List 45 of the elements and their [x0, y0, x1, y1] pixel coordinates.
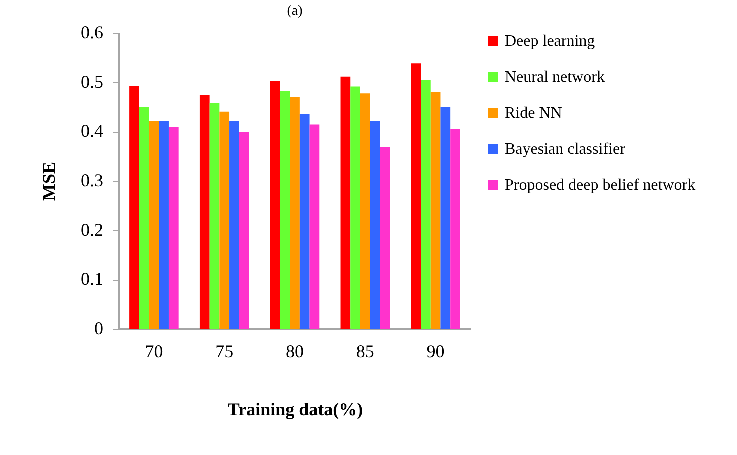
bar — [300, 114, 310, 329]
legend-label: Neural network — [505, 69, 605, 86]
bar — [290, 97, 300, 329]
y-tick-label: 0.4 — [81, 121, 104, 142]
bar — [440, 107, 451, 329]
bar — [210, 104, 220, 329]
bar — [370, 121, 380, 329]
bar — [239, 132, 250, 329]
bar — [380, 147, 390, 329]
bar — [340, 76, 351, 329]
bar — [230, 121, 240, 329]
y-tick-label: 0.5 — [81, 72, 104, 92]
bar — [310, 124, 320, 329]
bar — [350, 86, 360, 329]
bar — [360, 94, 370, 329]
y-tick-label: 0 — [94, 318, 104, 338]
x-tick-label: 80 — [286, 342, 304, 362]
legend-label: Ride NN — [505, 105, 563, 122]
x-axis-title: Training data(%) — [228, 400, 364, 420]
y-tick-label: 0.1 — [81, 269, 104, 290]
x-tick-label: 70 — [145, 342, 164, 362]
bar — [159, 121, 169, 329]
bar — [149, 121, 160, 329]
y-tick-label: 0.3 — [81, 170, 104, 190]
legend-label: Bayesian classifier — [505, 141, 626, 158]
bar — [220, 112, 230, 329]
legend-label: Deep learning — [505, 33, 596, 50]
x-tick-label: 85 — [356, 342, 374, 362]
bar — [430, 92, 441, 329]
bar — [270, 81, 280, 329]
legend-label: Proposed deep belief network — [505, 177, 696, 194]
bar — [139, 107, 150, 329]
y-tick-label: 0.6 — [81, 22, 104, 42]
bar — [450, 129, 460, 329]
bar — [421, 80, 431, 329]
bar — [280, 91, 290, 329]
bar — [200, 95, 210, 329]
y-axis-title: MSE — [39, 162, 59, 202]
y-tick-label: 0.2 — [81, 220, 104, 240]
bar — [130, 86, 140, 329]
bar — [168, 127, 179, 329]
x-tick-label: 75 — [216, 342, 234, 362]
x-tick-label: 90 — [426, 342, 445, 362]
bar — [411, 64, 422, 329]
chart-title: (a) — [287, 4, 304, 19]
